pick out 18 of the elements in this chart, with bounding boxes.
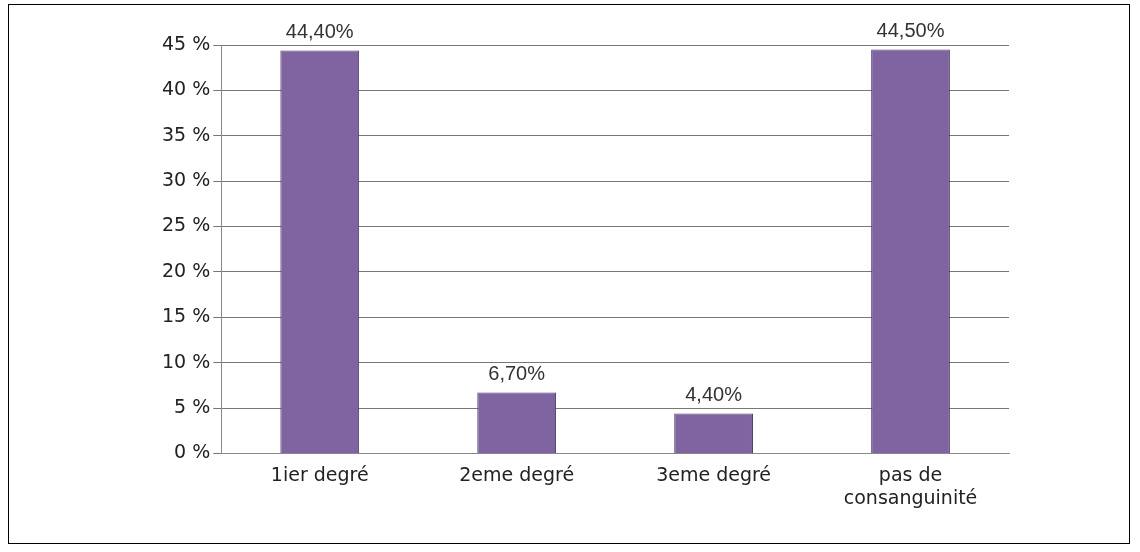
data-label: 44,40% xyxy=(285,19,354,42)
x-tick-label: 1ier degré xyxy=(270,462,369,485)
y-tick-label: 0 % xyxy=(174,440,211,463)
x-tick-label: pas de consanguinité xyxy=(843,462,978,508)
y-tick-label: 25 % xyxy=(161,213,211,236)
y-tick-label: 5 % xyxy=(174,394,211,417)
x-tick-label: 3eme degré xyxy=(656,462,772,485)
data-label: 4,40% xyxy=(685,382,743,405)
x-tick-label: 2eme degré xyxy=(459,462,575,485)
y-tick-label: 40 % xyxy=(161,77,211,100)
y-tick-label: 10 % xyxy=(161,349,211,372)
y-tick-label: 45 % xyxy=(161,31,211,54)
data-label: 44,50% xyxy=(876,19,945,42)
data-label: 6,70% xyxy=(488,362,546,385)
y-tick-label: 35 % xyxy=(161,122,211,145)
y-tick-label: 30 % xyxy=(161,168,211,191)
y-tick-label: 20 % xyxy=(161,258,211,281)
y-tick-label: 15 % xyxy=(161,304,211,327)
